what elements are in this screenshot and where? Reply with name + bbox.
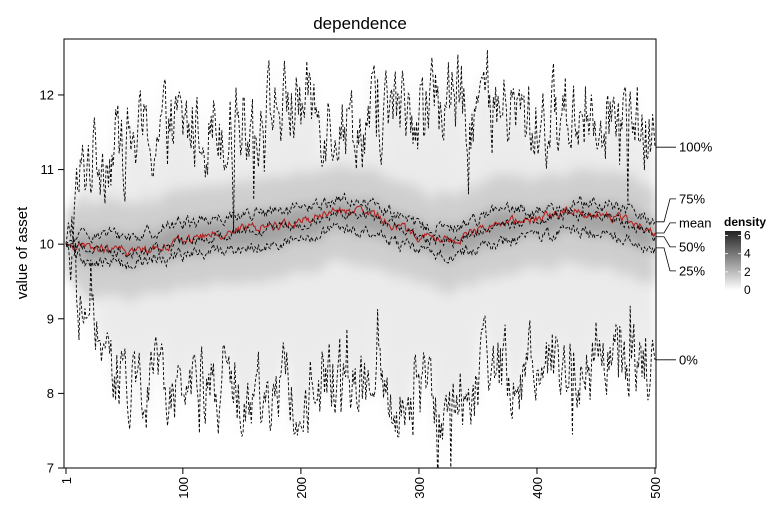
chart-title: dependence — [313, 14, 407, 33]
series-end-label: 50% — [679, 239, 705, 254]
series-line-100pct — [65, 49, 656, 246]
legend-tick-label: 6 — [744, 229, 751, 243]
legend-colorbar — [725, 231, 741, 290]
series-line-0pct — [65, 242, 656, 468]
series-end-label: mean — [679, 215, 712, 230]
density-legend: density 0 2 4 6 — [724, 215, 766, 297]
legend-tick-label: 4 — [744, 247, 751, 261]
series-line-25pct — [65, 221, 656, 270]
x-tick-label: 400 — [530, 477, 545, 499]
legend-tick-label: 0 — [744, 283, 751, 297]
legend-tick-label: 2 — [744, 265, 751, 279]
y-tick-label: 9 — [47, 311, 54, 326]
x-tick-label: 200 — [294, 477, 309, 499]
x-tick-label: 1 — [59, 477, 74, 484]
series-end-label: 100% — [679, 140, 713, 155]
y-tick-label: 10 — [40, 237, 54, 252]
series-end-label: 25% — [679, 263, 705, 278]
y-tick-label: 8 — [47, 386, 54, 401]
y-axis-label: value of asset — [14, 206, 31, 299]
series-end-label: 75% — [679, 191, 705, 206]
x-tick-label: 100 — [176, 477, 191, 499]
y-axis: 7 8 9 10 11 12 — [40, 87, 64, 476]
series-label-leader — [656, 247, 676, 272]
plot-frame — [63, 38, 657, 469]
series-label-leader — [656, 236, 676, 248]
series-end-labels: 100% 75% mean 50% 25% 0% — [656, 140, 713, 367]
series-line-75pct — [65, 192, 656, 245]
legend-title: density — [724, 215, 766, 229]
y-tick-label: 11 — [41, 162, 55, 177]
series-lines — [65, 49, 656, 468]
y-tick-label: 12 — [40, 87, 54, 102]
series-label-leader — [656, 198, 676, 223]
series-line-50pct — [65, 207, 656, 260]
series-end-label: 0% — [679, 352, 698, 367]
series-label-leader — [656, 222, 676, 234]
x-tick-label: 500 — [648, 477, 663, 499]
density-background — [66, 50, 655, 468]
x-tick-label: 300 — [412, 477, 427, 499]
series-line-mean — [65, 205, 656, 258]
y-tick-label: 7 — [47, 461, 54, 476]
x-axis: 1 100 200 300 400 500 — [59, 468, 663, 499]
density-band-core — [66, 193, 655, 270]
